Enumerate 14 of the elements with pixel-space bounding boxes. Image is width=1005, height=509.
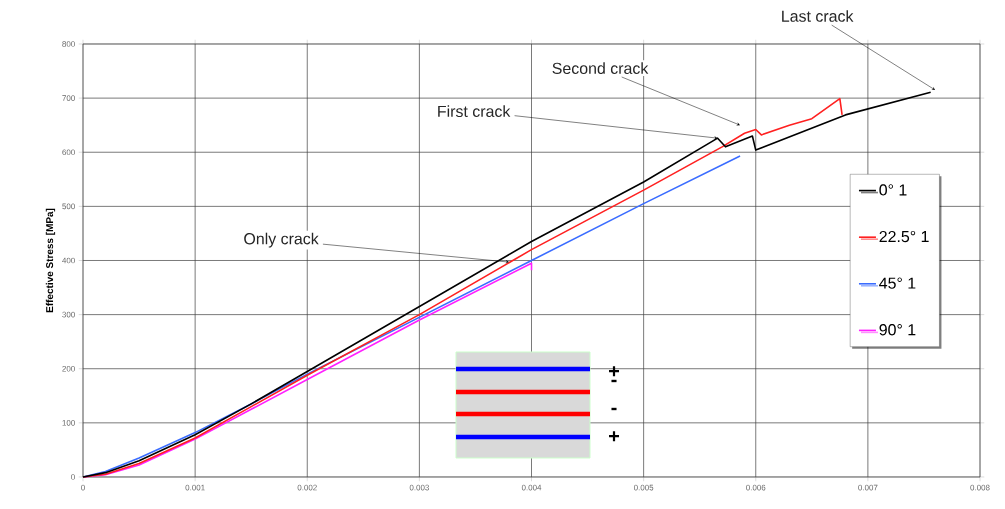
annotation: - (611, 379, 617, 383)
annotation: - (611, 407, 617, 411)
legend-label: 90° 1 (879, 324, 916, 336)
line-series (82, 262, 533, 478)
annotation: Second crack (552, 62, 649, 75)
annotation: + (609, 366, 620, 377)
legend-label: 22.5° 1 (879, 230, 929, 243)
annotation: Only crack (244, 232, 319, 248)
annotation: First crack (438, 105, 511, 118)
legend-label: 0° 1 (879, 184, 907, 196)
y-axis-title: Effective Stress [MPa] (45, 208, 56, 313)
annotation: + (609, 431, 620, 442)
legend-label: 45° 1 (879, 277, 916, 289)
annotation: Last crack (782, 10, 854, 22)
